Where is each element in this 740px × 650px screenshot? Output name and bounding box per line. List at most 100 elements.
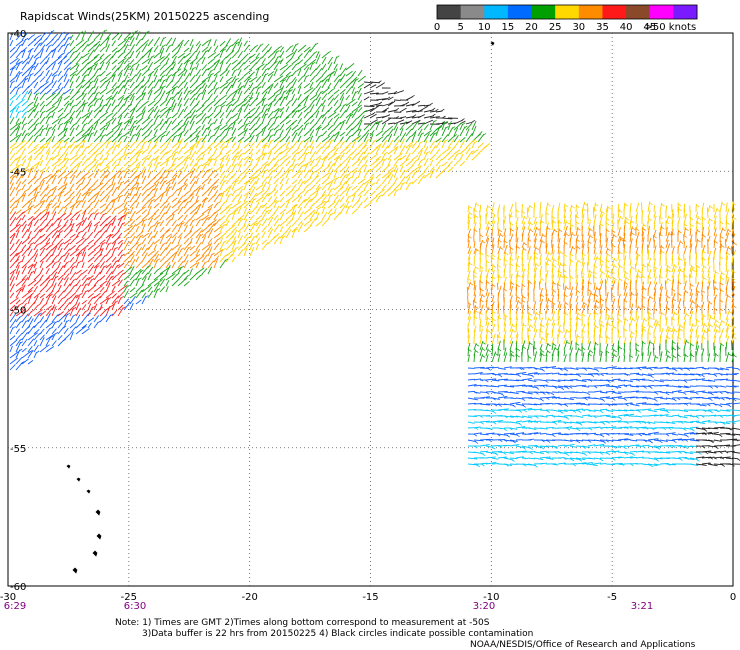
wind-barb xyxy=(485,235,489,243)
wind-barb xyxy=(237,82,242,89)
wind-barb xyxy=(351,189,359,197)
wind-barb-flag xyxy=(348,195,352,198)
wind-barb xyxy=(345,70,353,77)
wind-barb xyxy=(405,165,414,173)
wind-barb xyxy=(135,105,144,113)
wind-barb xyxy=(321,109,330,119)
wind-barb xyxy=(521,257,524,267)
wind-barb xyxy=(291,219,298,227)
wind-barb-flag xyxy=(152,183,157,187)
wind-barb xyxy=(123,261,129,269)
wind-barb-flag xyxy=(498,275,503,279)
wind-barb-flag xyxy=(63,55,68,59)
wind-barb xyxy=(575,289,578,297)
wind-barb-flag xyxy=(703,277,707,280)
wind-barb xyxy=(653,269,656,279)
wind-barb xyxy=(15,31,24,41)
wind-barb xyxy=(57,177,63,185)
wind-barb-flag xyxy=(613,265,618,268)
wind-barb xyxy=(75,223,82,233)
wind-barb-flag xyxy=(193,114,198,118)
wind-barb-flag xyxy=(153,254,157,258)
wind-barb-flag xyxy=(63,224,67,228)
wind-barb xyxy=(345,196,350,203)
wind-barb-flag xyxy=(140,79,145,83)
wind-barb xyxy=(15,175,23,185)
wind-barb-flag xyxy=(72,306,77,310)
wind-barb xyxy=(117,279,123,287)
wind-barb xyxy=(405,136,411,143)
wind-barb-flag xyxy=(39,309,43,312)
wind-barb xyxy=(153,105,159,113)
wind-barb-flag xyxy=(199,137,204,141)
wind-barb xyxy=(99,61,105,71)
wind-barb xyxy=(45,307,53,317)
wind-barb xyxy=(195,43,202,53)
wind-barb-flag xyxy=(103,118,108,121)
wind-barb xyxy=(111,164,117,173)
wind-barb-flag xyxy=(611,271,615,274)
wind-barb xyxy=(57,191,63,203)
wind-barb xyxy=(467,219,470,231)
wind-barb xyxy=(303,105,311,113)
wind-barb-flag xyxy=(648,218,653,221)
wind-barb xyxy=(189,87,198,95)
wind-barb xyxy=(39,200,46,209)
wind-barb xyxy=(231,148,238,155)
wind-barb xyxy=(69,99,74,107)
wind-barb xyxy=(207,118,212,125)
wind-barb xyxy=(201,69,207,77)
wind-barb xyxy=(207,195,214,203)
wind-barb-flag xyxy=(31,123,36,126)
wind-barb xyxy=(225,165,232,173)
wind-barb xyxy=(557,238,561,249)
wind-barb xyxy=(387,158,392,167)
wind-barb xyxy=(183,148,192,155)
wind-barb xyxy=(327,111,337,119)
wind-barb xyxy=(629,310,633,321)
wind-barb xyxy=(231,112,239,119)
wind-barb xyxy=(51,136,55,143)
wind-barb xyxy=(237,136,245,143)
wind-barb xyxy=(99,104,105,113)
wind-barb xyxy=(303,160,313,167)
wind-barb xyxy=(417,104,425,107)
wind-barb xyxy=(15,249,24,257)
wind-barb xyxy=(333,104,342,113)
wind-barb-flag xyxy=(75,248,80,252)
wind-barb xyxy=(526,207,529,219)
wind-barb xyxy=(315,124,322,131)
wind-barb xyxy=(183,194,193,203)
wind-barb xyxy=(39,137,46,143)
wind-barb-flag xyxy=(114,300,119,304)
wind-barb xyxy=(201,262,206,269)
wind-barb xyxy=(105,89,113,95)
wind-barb xyxy=(15,209,22,215)
wind-barb xyxy=(255,135,259,143)
wind-barb xyxy=(93,32,101,41)
wind-barb-flag xyxy=(702,258,707,261)
wind-barb xyxy=(363,202,372,209)
wind-barb xyxy=(183,191,189,197)
wind-barb xyxy=(255,223,262,233)
wind-barb xyxy=(243,242,250,251)
wind-barb xyxy=(39,180,45,191)
wind-barb xyxy=(491,202,495,213)
wind-barb xyxy=(273,94,278,101)
wind-barb xyxy=(243,155,249,161)
wind-barb xyxy=(575,302,579,309)
wind-barb xyxy=(153,202,160,209)
wind-barb xyxy=(647,244,649,255)
wind-barb-flag xyxy=(642,264,647,268)
wind-barb-flag xyxy=(260,43,264,47)
wind-barb-flag xyxy=(606,229,610,233)
wind-barb xyxy=(417,147,424,155)
wind-barb-flag xyxy=(721,202,726,206)
wind-barb xyxy=(39,293,46,299)
wind-barb xyxy=(731,255,734,267)
wind-barb-flag xyxy=(152,195,156,199)
wind-barb-flag xyxy=(235,179,239,183)
wind-barb-flag xyxy=(259,218,264,222)
wind-barb xyxy=(177,232,183,239)
wind-barb xyxy=(57,153,65,161)
